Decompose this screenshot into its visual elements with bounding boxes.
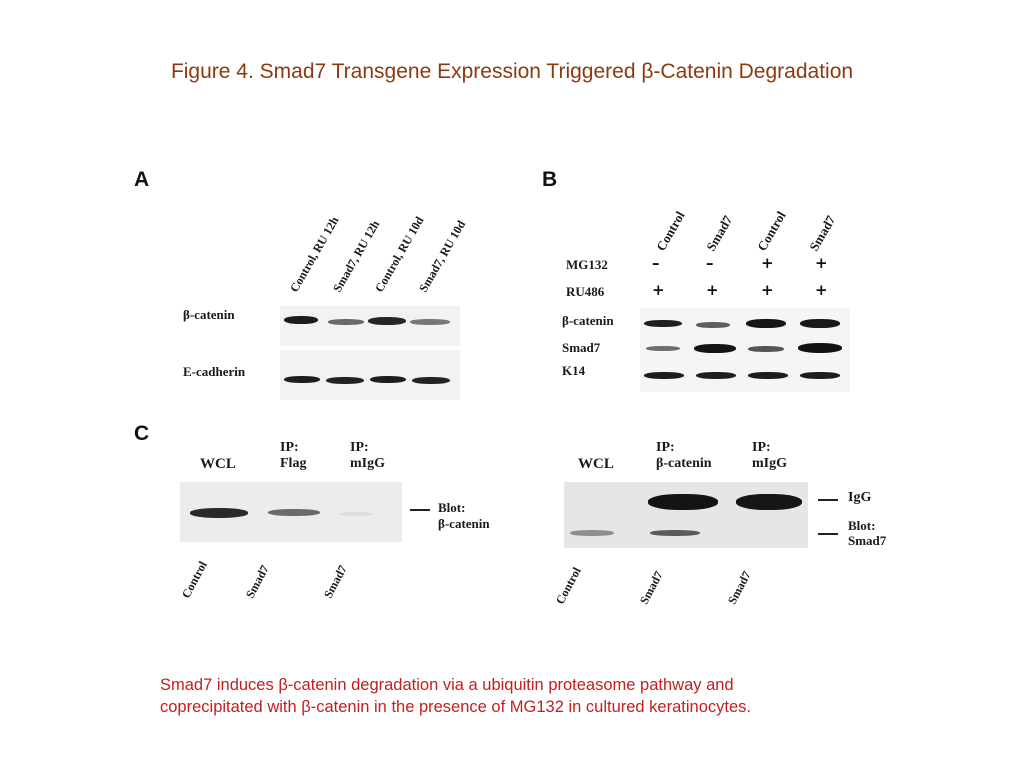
band bbox=[412, 377, 450, 384]
band bbox=[268, 509, 320, 516]
panel-c-right-header-wcl: WCL bbox=[578, 456, 614, 472]
panel-b-lane-label-4: Smad7 bbox=[806, 212, 839, 254]
panel-b-lane-label-2: Smad7 bbox=[703, 212, 736, 254]
caption-line-2: coprecipitated with β-catenin in the pre… bbox=[160, 698, 751, 716]
band bbox=[748, 372, 788, 379]
panel-c-left-header-ip-2: IP: bbox=[350, 440, 369, 455]
panel-c-right-label-blot: Blot: bbox=[848, 518, 876, 533]
panel-b-row-label-beta-catenin: β-catenin bbox=[562, 313, 614, 328]
panel-c-right-lane-3: Smad7 bbox=[724, 568, 754, 607]
sign: + bbox=[815, 281, 828, 299]
panel-b-blot bbox=[640, 308, 850, 392]
panel-a-blot-e-cadherin bbox=[280, 350, 460, 400]
panel-b-letter: B bbox=[542, 168, 558, 191]
caption-line-1: Smad7 induces β-catenin degradation via … bbox=[160, 676, 734, 694]
panel-b-treatment-mg132: MG132 bbox=[566, 257, 608, 272]
sign: + bbox=[706, 281, 719, 299]
band bbox=[746, 319, 786, 328]
band bbox=[798, 343, 842, 353]
band bbox=[370, 376, 406, 383]
panel-c-left-lane-3: Smad7 bbox=[320, 562, 350, 601]
panel-c-right-blot bbox=[564, 482, 808, 548]
panel-c-left-lane-1: Control bbox=[178, 558, 210, 601]
panel-a-lane-label-4: Smad7, RU 10d bbox=[416, 217, 469, 295]
band bbox=[748, 346, 784, 352]
panel-c-right-label-smad7: Smad7 bbox=[848, 533, 887, 548]
panel-c-right-header-ip-1: IP: bbox=[656, 440, 675, 455]
band bbox=[570, 530, 614, 536]
panel-c-letter: C bbox=[134, 422, 150, 445]
band bbox=[328, 319, 364, 325]
panel-c-left-blot-label-2: β-catenin bbox=[438, 516, 490, 531]
band bbox=[644, 320, 682, 327]
panel-c-right-header-ip-2: IP: bbox=[752, 440, 771, 455]
band bbox=[800, 372, 840, 379]
band bbox=[646, 346, 680, 351]
panel-c-left-blot bbox=[180, 482, 402, 542]
band bbox=[736, 494, 802, 510]
band bbox=[284, 376, 320, 383]
band bbox=[368, 317, 406, 325]
panel-c-left-header-migg: mIgG bbox=[350, 456, 385, 471]
band bbox=[340, 512, 372, 516]
panel-a-row-label-e-cadherin: E-cadherin bbox=[183, 364, 246, 379]
panel-a-blot-beta-catenin bbox=[280, 306, 460, 346]
figure-caption: Smad7 induces β-catenin degradation via … bbox=[160, 674, 920, 718]
band bbox=[694, 344, 736, 353]
panel-a-row-label-beta-catenin: β-catenin bbox=[183, 307, 235, 322]
band bbox=[410, 319, 450, 325]
sign: + bbox=[761, 281, 774, 299]
band bbox=[644, 372, 684, 379]
panel-c-right-header-beta-catenin: β-catenin bbox=[656, 456, 712, 471]
band bbox=[190, 508, 248, 518]
panel-c-right-igg-pointer bbox=[818, 499, 838, 501]
panel-c-left-header-ip-1: IP: bbox=[280, 440, 299, 455]
panel-c-left-header-wcl: WCL bbox=[200, 456, 236, 472]
panel-b-lane-label-1: Control bbox=[653, 208, 688, 254]
sign: + bbox=[761, 254, 774, 272]
band bbox=[800, 319, 840, 328]
panel-a-letter: A bbox=[134, 168, 150, 191]
sign: + bbox=[652, 281, 665, 299]
panel-b-treatment-ru486: RU486 bbox=[566, 284, 605, 299]
panel-c-right-header-migg: mIgG bbox=[752, 456, 787, 471]
panel-c-left-blot-pointer bbox=[410, 509, 430, 511]
figure-title: Figure 4. Smad7 Transgene Expression Tri… bbox=[170, 60, 854, 83]
panel-b-lane-label-3: Control bbox=[754, 208, 789, 254]
panel-c-right-lane-1: Control bbox=[552, 564, 584, 607]
panel-b-row-label-k14: K14 bbox=[562, 363, 586, 378]
panel-c-right-label-igg: IgG bbox=[848, 490, 872, 505]
panel-c-right-lane-2: Smad7 bbox=[636, 568, 666, 607]
band bbox=[650, 530, 700, 536]
sign: + bbox=[815, 254, 828, 272]
band bbox=[696, 372, 736, 379]
band bbox=[326, 377, 364, 384]
panel-c-right-blot-pointer bbox=[818, 533, 838, 535]
panel-b-row-label-smad7: Smad7 bbox=[562, 340, 601, 355]
panel-c-left-blot-label-1: Blot: bbox=[438, 500, 466, 515]
band bbox=[696, 322, 730, 328]
panel-c-left-header-flag: Flag bbox=[280, 456, 307, 471]
sign: – bbox=[706, 254, 714, 272]
band bbox=[284, 316, 318, 324]
band bbox=[648, 494, 718, 510]
panel-c-left-lane-2: Smad7 bbox=[242, 562, 272, 601]
sign: – bbox=[652, 254, 660, 272]
